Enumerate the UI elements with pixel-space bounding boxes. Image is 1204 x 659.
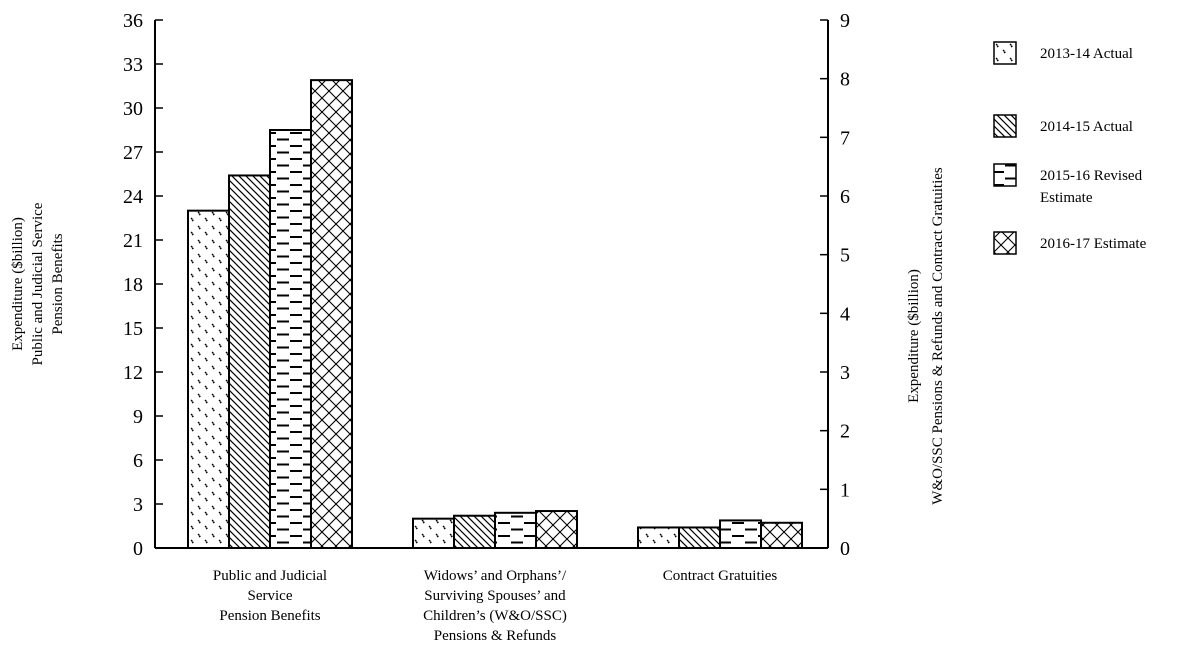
- bar-2013-14-actual-cat1: [187, 209, 230, 550]
- category-label: Surviving Spouses’ and: [424, 588, 566, 604]
- right-tick-label: 8: [840, 69, 850, 91]
- left-tick-label: 0: [133, 538, 143, 560]
- legend: 2013-14 Actual 2014-15 Actual 2015-16 Revi…: [993, 41, 1147, 255]
- right-tick-label: 1: [840, 479, 850, 501]
- bar-2016-17-estimate-cat2: [535, 510, 578, 550]
- left-tick-label: 12: [123, 362, 143, 384]
- right-tick-label: 7: [840, 127, 850, 149]
- right-tick-label: 2: [840, 421, 850, 443]
- category-label: Service: [248, 588, 293, 604]
- legend-swatch: [993, 114, 1017, 138]
- left-tick-label: 33: [123, 54, 143, 76]
- left-tick-label: 6: [133, 450, 143, 472]
- legend-swatch: [993, 163, 1017, 187]
- left-axis-title: Expenditure ($billion): [10, 217, 26, 351]
- category-label: Widows’ and Orphans’/: [424, 568, 567, 584]
- right-tick-label: 0: [840, 538, 850, 560]
- category-label: Children’s (W&O/SSC): [423, 608, 567, 624]
- left-axis-title: Public and Judicial Service: [30, 202, 46, 365]
- left-tick-label: 27: [123, 142, 143, 164]
- bar-2015-16-revised-estimate-cat2: [494, 511, 537, 549]
- left-axis-title: Pension Benefits: [50, 233, 66, 334]
- bar-2013-14-actual-cat3: [637, 526, 680, 550]
- axis-titles: Expenditure ($billion) Public and Judicia…: [10, 167, 946, 505]
- legend-label: Estimate: [1040, 190, 1093, 206]
- legend-label: 2015-16 Revised: [1040, 168, 1143, 184]
- left-tick-label: 15: [123, 318, 143, 340]
- left-tick-label: 3: [133, 494, 143, 516]
- category-label: Public and Judicial: [213, 568, 327, 584]
- left-tick-label: 18: [123, 274, 143, 296]
- right-tick-label: 3: [840, 362, 850, 384]
- left-tick-label: 36: [123, 10, 143, 32]
- right-tick-label: 4: [840, 303, 850, 325]
- category-label: Contract Gratuities: [663, 568, 778, 584]
- legend-swatch: [993, 231, 1017, 255]
- left-tick-label: 9: [133, 406, 143, 428]
- bar-2015-16-revised-estimate-cat1: [269, 129, 312, 549]
- left-tick-label: 30: [123, 98, 143, 120]
- legend-label: 2013-14 Actual: [1040, 46, 1133, 62]
- right-tick-label: 6: [840, 186, 850, 208]
- category-label: Pension Benefits: [219, 608, 320, 624]
- right-axis-title: W&O/SSC Pensions & Refunds and Contract …: [930, 167, 946, 505]
- right-tick-label: 5: [840, 245, 850, 267]
- bar-2015-16-revised-estimate-cat3: [719, 519, 762, 550]
- category-label: Pensions & Refunds: [434, 628, 557, 644]
- bars: [187, 79, 803, 550]
- bar-2014-15-actual-cat1: [228, 174, 271, 549]
- right-tick-label: 9: [840, 10, 850, 32]
- left-tick-label: 21: [123, 230, 143, 252]
- bar-2014-15-actual-cat3: [678, 526, 721, 550]
- legend-label: 2014-15 Actual: [1040, 119, 1133, 135]
- bar-2013-14-actual-cat2: [412, 517, 455, 550]
- bar-2016-17-estimate-cat1: [310, 79, 353, 549]
- legend-label: 2016-17 Estimate: [1040, 236, 1147, 252]
- bar-2016-17-estimate-cat3: [760, 521, 803, 549]
- category-labels: Public and Judicial Service Pension Benefi…: [213, 568, 778, 644]
- left-tick-label: 24: [123, 186, 143, 208]
- legend-swatch: [993, 41, 1017, 65]
- bar-2014-15-actual-cat2: [453, 514, 496, 550]
- right-axis-title: Expenditure ($billion): [906, 269, 922, 403]
